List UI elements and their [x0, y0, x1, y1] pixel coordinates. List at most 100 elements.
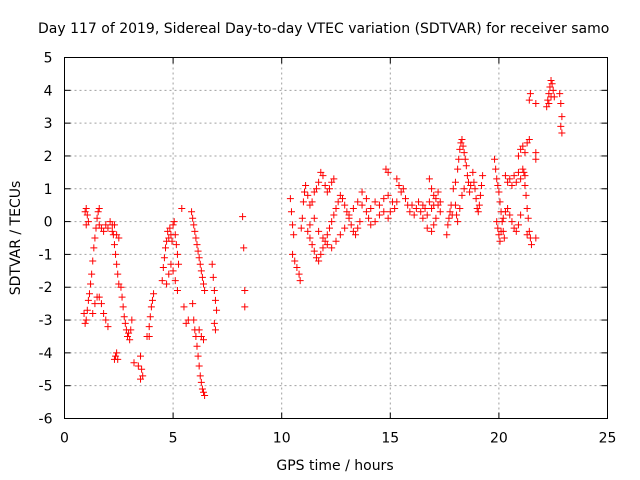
data-point: [200, 336, 208, 344]
data-point: [417, 208, 425, 216]
data-point: [523, 204, 531, 212]
data-point: [412, 204, 420, 212]
data-point: [170, 218, 178, 226]
data-point: [499, 214, 507, 222]
data-point: [325, 224, 333, 232]
data-point: [445, 214, 453, 222]
data-point: [117, 283, 125, 291]
data-point: [315, 257, 323, 265]
data-point: [354, 198, 362, 206]
data-point: [90, 244, 98, 252]
data-point: [341, 201, 349, 209]
data-point: [556, 90, 564, 98]
data-point: [471, 185, 479, 193]
data-point: [95, 204, 103, 212]
data-point: [192, 234, 200, 242]
data-point: [525, 96, 533, 104]
data-point: [308, 241, 316, 249]
data-point: [521, 172, 529, 180]
data-point: [83, 211, 91, 219]
data-point: [544, 96, 552, 104]
data-point: [423, 211, 431, 219]
data-point: [332, 204, 340, 212]
x-axis-label: GPS time / hours: [276, 458, 393, 474]
data-point: [512, 227, 520, 235]
data-point: [399, 185, 407, 193]
data-point: [102, 316, 110, 324]
data-point: [317, 250, 325, 258]
data-point: [336, 231, 344, 239]
data-point: [171, 231, 179, 239]
x-tick-label: 5: [169, 431, 178, 447]
y-tick-label: 3: [44, 116, 53, 132]
data-point: [406, 208, 414, 216]
data-point: [196, 260, 204, 268]
data-point: [289, 250, 297, 258]
data-point: [138, 365, 146, 373]
data-point: [114, 270, 122, 278]
data-point: [522, 191, 530, 199]
data-point: [514, 152, 522, 160]
data-point: [330, 211, 338, 219]
data-point: [195, 362, 203, 370]
data-point: [158, 277, 166, 285]
data-point: [193, 241, 201, 249]
data-point: [384, 168, 392, 176]
data-point: [520, 168, 528, 176]
data-point: [87, 280, 95, 288]
data-point: [454, 218, 462, 226]
data-point: [100, 227, 108, 235]
data-point: [423, 224, 431, 232]
data-point: [82, 316, 90, 324]
data-point: [148, 296, 156, 304]
x-tick-label: 0: [60, 431, 69, 447]
data-point: [493, 218, 501, 226]
data-point: [334, 198, 342, 206]
data-point: [195, 254, 203, 262]
y-tick-label: -5: [39, 379, 53, 395]
data-point: [306, 234, 314, 242]
data-point: [475, 201, 483, 209]
data-point: [476, 191, 484, 199]
data-point: [198, 273, 206, 281]
data-point: [104, 224, 112, 232]
x-tick-label: 20: [490, 431, 508, 447]
data-point: [115, 234, 123, 242]
data-point: [109, 231, 117, 239]
data-point: [517, 175, 525, 183]
data-point: [211, 326, 219, 334]
data-point: [558, 129, 566, 137]
y-tick-label: -4: [39, 346, 53, 362]
data-point: [524, 214, 532, 222]
data-point: [410, 211, 418, 219]
data-point: [547, 76, 555, 84]
data-point: [189, 300, 197, 308]
data-point: [514, 221, 522, 229]
data-point: [301, 188, 309, 196]
data-point: [312, 185, 320, 193]
data-point: [494, 224, 502, 232]
data-point: [354, 224, 362, 232]
data-point: [506, 175, 514, 183]
data-point: [197, 267, 205, 275]
data-point: [479, 172, 487, 180]
data-point: [295, 270, 303, 278]
data-point: [458, 136, 466, 144]
data-point: [163, 280, 171, 288]
data-point: [492, 165, 500, 173]
grid: [64, 57, 608, 419]
data-point: [88, 270, 96, 278]
data-point: [315, 227, 323, 235]
data-point: [130, 359, 138, 367]
data-marks: [80, 76, 566, 400]
data-point: [500, 234, 508, 242]
data-point: [173, 250, 181, 258]
data-point: [287, 208, 295, 216]
data-point: [188, 208, 196, 216]
axis-ticks: 0 5 10 15 20 25 -6 -5 -4 -3 -2 -1 0 1 2 3 4 5: [39, 51, 617, 447]
y-tick-label: 4: [44, 83, 53, 99]
data-point: [126, 336, 134, 344]
data-point: [512, 178, 520, 186]
data-point: [496, 198, 504, 206]
